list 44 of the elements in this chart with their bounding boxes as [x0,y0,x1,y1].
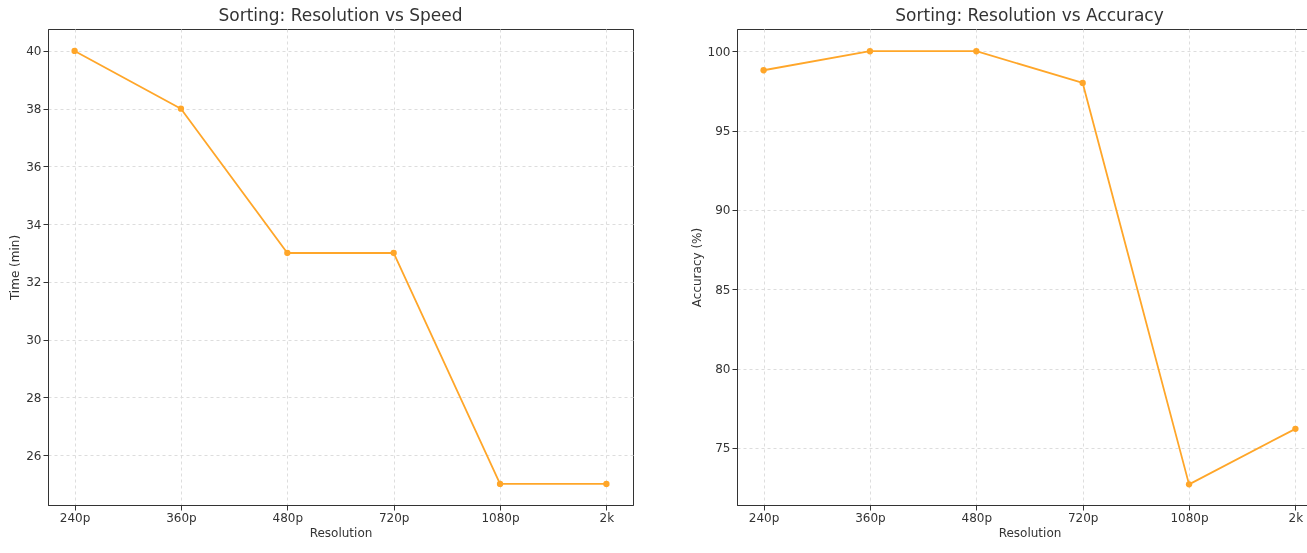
chart-title: Sorting: Resolution vs Accuracy [895,5,1164,25]
x-tick-label: 240p [59,510,91,525]
x-tick-label: 2k [1288,510,1304,525]
y-tick-label: 26 [26,448,42,463]
point [177,105,185,112]
x-tick-label: 240p [748,510,780,525]
point [71,47,78,55]
y-tick-label: 90 [715,203,731,218]
y-tick-label: 32 [26,275,42,290]
y-tick-label: 100 [707,44,731,59]
point [1292,425,1299,432]
x-tick-label: 360p [166,510,197,525]
x-tick-label: 1080p [481,510,520,525]
point [390,249,397,257]
x-tick-label: 480p [961,510,993,525]
y-tick-label: 38 [26,102,42,117]
y-tick-label: 85 [715,282,731,297]
y-axis-title: Accuracy (%) [689,227,704,308]
point [1079,79,1086,87]
point [284,249,291,257]
point [973,48,980,55]
x-tick-label: 480p [272,510,304,525]
y-tick-label: 95 [715,124,731,139]
y-tick-label: 36 [26,159,42,174]
y-tick-label: 80 [715,362,731,377]
point [603,480,610,488]
x-tick-label: 720p [1067,510,1099,525]
y-axis-title: Time (min) [8,234,23,302]
point [760,67,767,74]
x-tick-label: 1080p [1170,510,1209,525]
x-axis-title: Resolution [998,525,1062,540]
x-tick-label: 720p [378,510,410,525]
y-tick-label: 34 [26,217,42,232]
point [866,48,874,55]
y-tick-label: 40 [26,44,42,59]
y-tick-label: 30 [26,333,42,348]
y-tick-label: 28 [26,390,42,405]
x-tick-label: 360p [855,510,886,525]
point [1185,481,1193,488]
y-tick-label: 75 [715,441,731,456]
point [496,480,504,488]
x-axis-title: Resolution [309,525,373,540]
chart-title: Sorting: Resolution vs Speed [218,5,463,25]
x-tick-label: 2k [599,510,615,525]
